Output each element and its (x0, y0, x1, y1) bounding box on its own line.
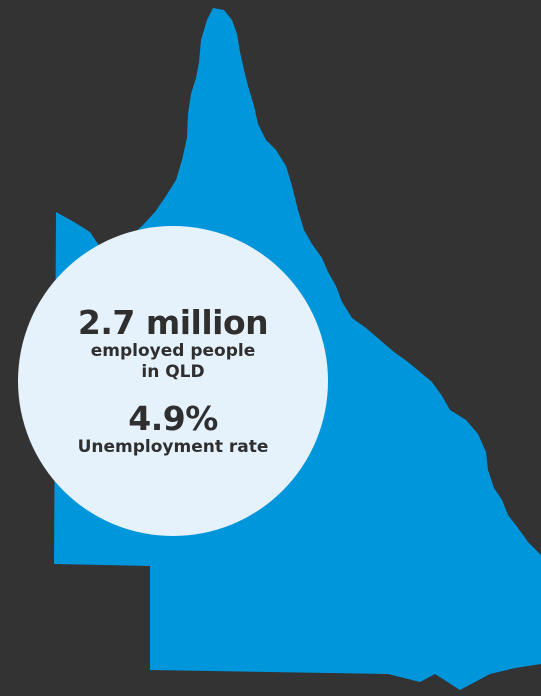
employed-value: 2.7 million (77, 302, 269, 342)
employment-stat: 2.7 million employed people in QLD (77, 302, 269, 383)
employed-label-line1: employed people (90, 340, 256, 361)
unemployment-stat: 4.9% Unemployment rate (77, 398, 269, 458)
unemployment-label: Unemployment rate (77, 436, 269, 457)
stats-circle: 2.7 million employed people in QLD 4.9% … (18, 226, 328, 536)
unemployment-value: 4.9% (128, 398, 218, 438)
employed-label-line2: in QLD (141, 361, 205, 382)
